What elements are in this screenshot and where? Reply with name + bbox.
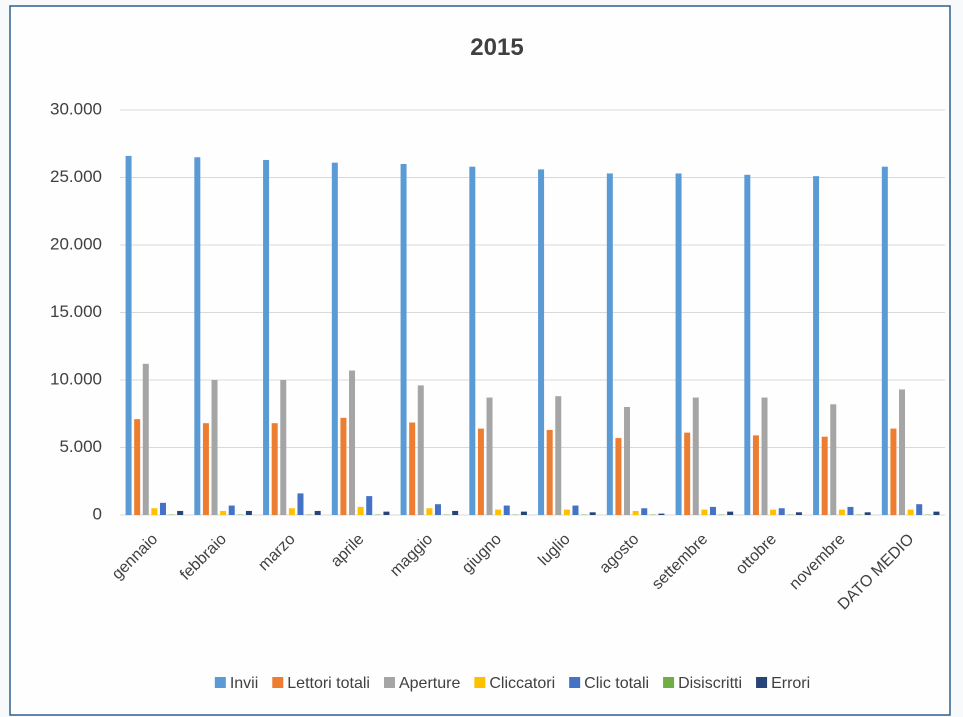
- bar: [555, 396, 562, 515]
- bar: [434, 504, 441, 515]
- bar: [770, 509, 777, 515]
- bar: [684, 432, 691, 515]
- bar: [245, 510, 252, 515]
- bar: [830, 404, 837, 515]
- bar: [159, 502, 166, 515]
- bar: [194, 157, 201, 515]
- bar: [151, 508, 158, 515]
- bar: [340, 417, 347, 515]
- bar: [675, 173, 682, 515]
- legend-swatch: [214, 677, 226, 688]
- bar: [632, 510, 639, 515]
- bar: [202, 423, 209, 515]
- bar: [916, 504, 923, 515]
- bar: [177, 510, 184, 515]
- y-tick-label: 10.000: [50, 369, 102, 388]
- bar: [692, 397, 699, 515]
- bar: [709, 506, 716, 515]
- bar: [469, 166, 476, 515]
- bar: [142, 363, 149, 515]
- legend-swatch: [569, 677, 581, 688]
- y-tick-label: 20.000: [50, 234, 102, 253]
- bar: [271, 423, 278, 515]
- bar: [572, 505, 579, 515]
- bar: [538, 169, 545, 515]
- bar: [409, 422, 416, 515]
- bar: [417, 385, 424, 515]
- bar: [211, 380, 218, 515]
- legend-label: Errori: [771, 675, 810, 692]
- bar: [426, 508, 433, 515]
- y-tick-label: 25.000: [50, 167, 102, 186]
- bar: [495, 509, 502, 515]
- bar: [778, 508, 785, 515]
- chart-title: 2015: [470, 34, 523, 61]
- bar: [520, 511, 527, 515]
- bar: [727, 511, 734, 515]
- bar: [452, 510, 459, 515]
- bar: [606, 173, 613, 515]
- bar: [881, 166, 888, 515]
- bar: [847, 506, 854, 515]
- bar: [220, 510, 227, 515]
- bar: [228, 505, 235, 515]
- legend-swatch: [663, 677, 675, 688]
- bar: [589, 512, 596, 515]
- bar: [821, 436, 828, 515]
- chart-frame: [9, 5, 951, 716]
- bar: [400, 164, 407, 515]
- legend-label: Lettori totali: [287, 675, 370, 692]
- y-tick-label: 30.000: [50, 99, 102, 118]
- bar: [701, 509, 708, 515]
- legend-label: Cliccatori: [489, 675, 555, 692]
- bar: [658, 513, 665, 515]
- bar: [761, 397, 768, 515]
- y-tick-label: 5.000: [59, 437, 102, 456]
- bar: [899, 389, 906, 515]
- bar: [366, 496, 373, 515]
- bar: [752, 435, 759, 515]
- bar: [744, 174, 751, 516]
- bar: [838, 509, 845, 515]
- bar: [349, 370, 356, 515]
- bar: [383, 511, 390, 515]
- bar: [263, 159, 270, 515]
- bar: [331, 162, 338, 515]
- legend-label: Disiscritti: [678, 675, 742, 692]
- bar: [357, 506, 364, 515]
- bar: [864, 512, 871, 515]
- bar: [907, 509, 914, 515]
- legend-label: Clic totali: [584, 675, 649, 692]
- legend-swatch: [272, 677, 284, 688]
- bar: [933, 511, 940, 515]
- bar: [641, 508, 648, 515]
- y-tick-label: 0: [93, 504, 102, 523]
- legend-label: Aperture: [399, 675, 460, 692]
- y-tick-label: 15.000: [50, 302, 102, 321]
- bar: [314, 510, 321, 515]
- bar: [563, 509, 570, 515]
- legend-swatch: [756, 677, 768, 688]
- bar: [297, 493, 304, 515]
- legend-label: Invii: [230, 675, 258, 692]
- bar: [486, 397, 493, 515]
- legend-swatch: [383, 677, 395, 688]
- bar: [615, 438, 622, 515]
- bar: [546, 429, 553, 515]
- bar: [503, 505, 510, 515]
- bar: [288, 508, 295, 515]
- bar: [280, 380, 287, 515]
- bar: [795, 512, 802, 515]
- legend-swatch: [474, 677, 486, 688]
- bar: [125, 155, 132, 515]
- bar: [624, 407, 631, 515]
- bar: [813, 176, 820, 515]
- bar: [890, 428, 897, 515]
- bar: [134, 419, 141, 515]
- bar: [477, 428, 484, 515]
